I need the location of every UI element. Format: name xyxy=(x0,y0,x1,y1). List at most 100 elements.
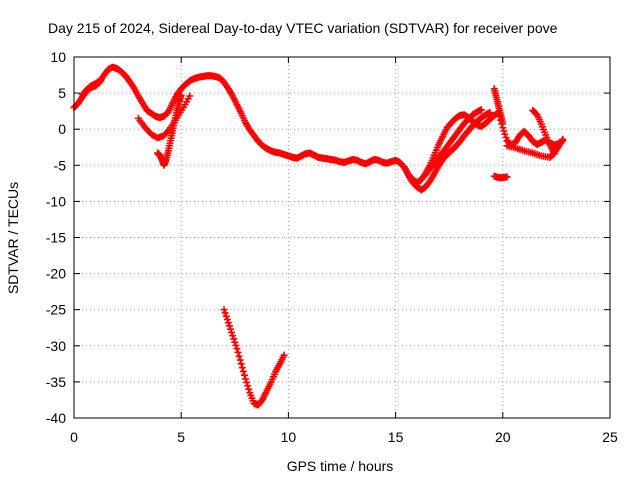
y-tick-label: -40 xyxy=(46,410,66,426)
data-point xyxy=(258,397,266,405)
y-tick-label: -35 xyxy=(46,374,66,390)
y-tick-label: -30 xyxy=(46,338,66,354)
data-point xyxy=(462,117,470,125)
data-point xyxy=(133,90,141,98)
data-point xyxy=(510,143,518,151)
data-point xyxy=(240,116,248,124)
data-point xyxy=(433,144,441,152)
data-point xyxy=(531,109,539,117)
data-point xyxy=(485,109,493,117)
data-point xyxy=(458,135,466,143)
data-point xyxy=(168,101,176,109)
data-point xyxy=(222,312,230,320)
data-point xyxy=(175,88,183,96)
data-point xyxy=(432,156,440,164)
y-tick-label: 0 xyxy=(58,121,66,137)
data-point xyxy=(221,309,229,317)
data-point xyxy=(458,122,466,130)
data-point xyxy=(175,100,183,108)
data-point xyxy=(527,135,535,143)
data-point xyxy=(454,140,462,148)
data-point xyxy=(119,70,127,78)
data-point xyxy=(162,157,170,165)
data-point xyxy=(238,364,246,372)
data-point xyxy=(235,352,243,360)
data-point xyxy=(248,129,256,137)
data-point xyxy=(262,389,270,397)
data-point xyxy=(172,109,180,117)
data-point xyxy=(230,335,238,343)
data-point xyxy=(228,90,236,98)
y-tick-label: -10 xyxy=(46,193,66,209)
data-point xyxy=(522,130,530,138)
data-point xyxy=(476,106,484,114)
data-point xyxy=(498,117,506,125)
data-point xyxy=(279,353,287,361)
data-point xyxy=(138,97,146,105)
y-tick-label: 10 xyxy=(50,49,66,65)
data-point xyxy=(227,325,235,333)
data-point xyxy=(177,93,185,101)
data-point xyxy=(558,137,566,145)
data-point xyxy=(536,118,544,126)
data-point xyxy=(129,82,137,90)
data-point xyxy=(232,341,240,349)
data-point xyxy=(228,328,236,336)
x-tick-label: 0 xyxy=(70,429,78,445)
data-point xyxy=(438,135,446,143)
data-point xyxy=(223,315,231,323)
data-point xyxy=(445,140,453,148)
data-point xyxy=(275,362,283,370)
x-tick-label: 25 xyxy=(602,429,618,445)
data-point xyxy=(500,127,508,135)
data-point xyxy=(549,148,557,156)
data-point xyxy=(433,164,441,172)
x-tick-label: 10 xyxy=(281,429,297,445)
x-tick-label: 15 xyxy=(388,429,404,445)
data-point xyxy=(220,306,228,314)
data-point xyxy=(236,107,244,115)
data-point xyxy=(229,332,237,340)
data-point xyxy=(518,146,526,154)
data-point xyxy=(501,130,509,138)
data-point xyxy=(244,382,252,390)
data-point xyxy=(168,129,176,137)
data-point xyxy=(441,153,449,161)
data-point xyxy=(224,319,232,327)
data-point xyxy=(424,180,432,188)
data-point xyxy=(428,162,436,170)
data-point xyxy=(535,151,543,159)
data-point xyxy=(441,145,449,153)
data-point xyxy=(252,135,260,143)
data-point xyxy=(225,322,233,330)
data-point xyxy=(445,121,453,129)
data-point xyxy=(166,139,174,147)
data-point xyxy=(494,100,502,108)
data-point xyxy=(270,370,278,378)
data-point xyxy=(429,172,437,180)
y-tick-label: -20 xyxy=(46,266,66,282)
data-point xyxy=(243,378,251,386)
data-point xyxy=(424,168,432,176)
data-point xyxy=(496,109,504,117)
data-point xyxy=(403,169,411,177)
chart-title: Day 215 of 2024, Sidereal Day-to-day VTE… xyxy=(48,20,558,36)
data-point xyxy=(454,128,462,136)
data-point xyxy=(266,380,274,388)
y-tick-label: -5 xyxy=(54,157,67,173)
x-tick-label: 5 xyxy=(177,429,185,445)
data-point xyxy=(233,345,241,353)
y-tick-label: 5 xyxy=(58,85,66,101)
data-point xyxy=(240,371,248,379)
data-point xyxy=(164,149,172,157)
data-point xyxy=(257,398,265,406)
data-point xyxy=(162,110,170,118)
data-point xyxy=(102,68,110,76)
data-point xyxy=(245,385,253,393)
data-points xyxy=(70,63,567,409)
data-point xyxy=(234,348,242,356)
data-point xyxy=(170,119,178,127)
